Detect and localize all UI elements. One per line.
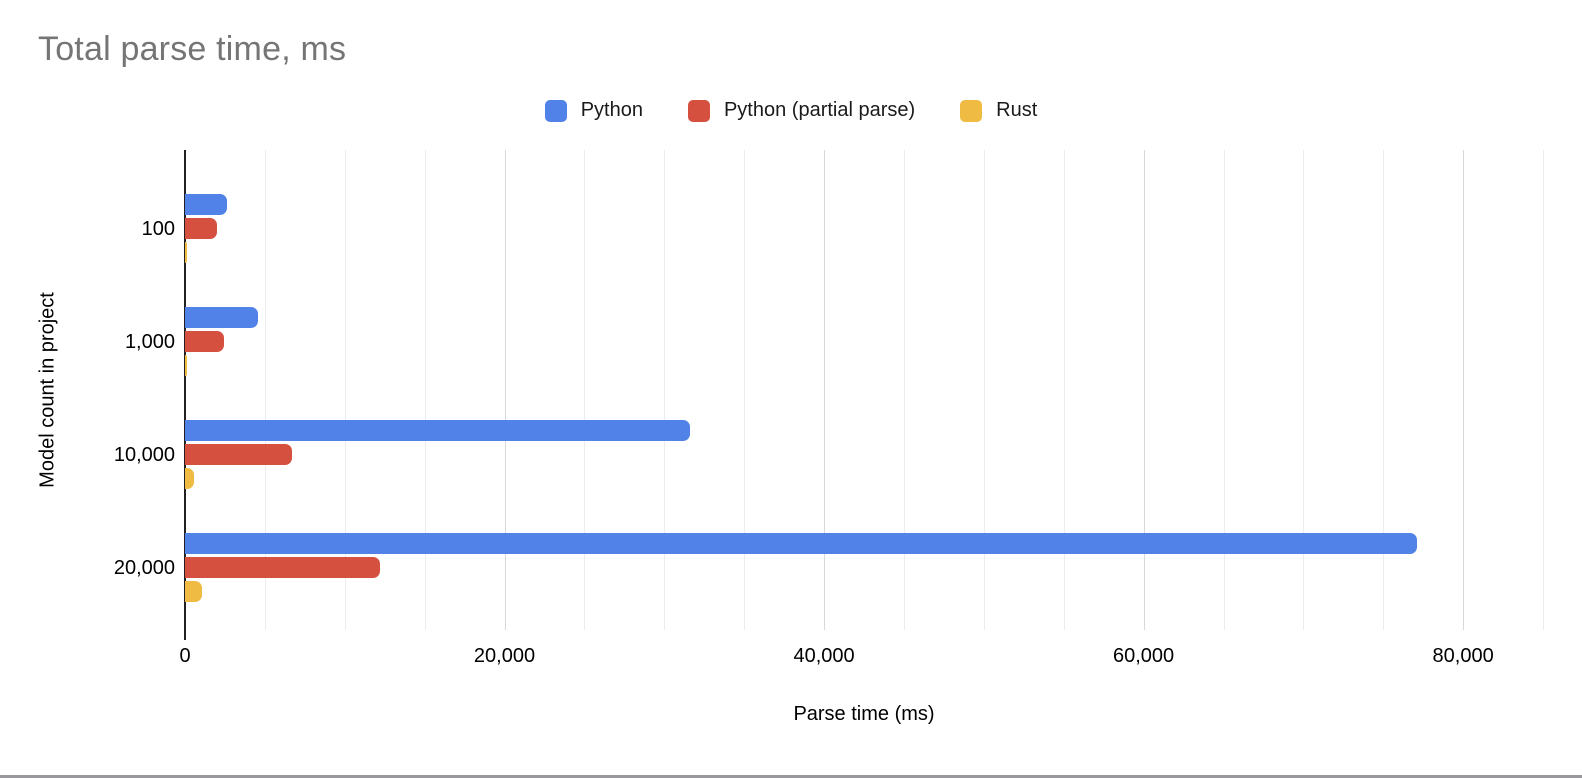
legend-item: Rust	[960, 99, 1037, 122]
minor-gridline	[424, 150, 426, 630]
legend-item: Python	[544, 99, 643, 122]
bar-rust	[185, 468, 195, 489]
bar-python-partial-parse	[185, 331, 225, 352]
minor-gridline	[664, 150, 666, 630]
minor-gridline	[744, 150, 746, 630]
minor-gridline	[1383, 150, 1385, 630]
x-axis-title: Parse time (ms)	[793, 703, 935, 725]
y-axis-baseline	[184, 150, 186, 640]
legend: Python Python (partial parse) Rust	[0, 99, 1582, 122]
bar-python	[185, 420, 690, 441]
x-axis-tick-label: 40,000	[793, 645, 855, 667]
window-bottom-border	[0, 775, 1582, 778]
minor-gridline	[903, 150, 905, 630]
x-axis-tick-label: 80,000	[1432, 645, 1494, 667]
bar-python	[185, 307, 258, 328]
bar-python	[185, 194, 227, 215]
legend-label: Rust	[996, 99, 1038, 121]
bar-python-partial-parse	[185, 218, 217, 239]
minor-gridline	[1543, 150, 1544, 630]
major-gridline	[1143, 150, 1145, 630]
minor-gridline	[584, 150, 586, 630]
major-gridline	[1463, 150, 1465, 630]
category-label: 100	[141, 217, 175, 240]
bar-python-partial-parse	[185, 557, 380, 578]
category-label: 1,000	[124, 330, 175, 353]
bar-rust	[185, 581, 203, 602]
x-axis-tick-label: 0	[179, 645, 191, 667]
plot-area: 100 1,000 10,000 20,000	[114, 150, 1544, 640]
legend-item: Python (partial parse)	[687, 99, 916, 122]
chart-title: Total parse time, ms	[38, 30, 347, 68]
minor-gridline	[983, 150, 985, 630]
category-label: 20,000	[113, 556, 175, 579]
category-label: 10,000	[113, 443, 175, 466]
bar-rust	[185, 355, 188, 376]
major-gridline	[824, 150, 826, 630]
legend-label: Python	[580, 99, 643, 121]
minor-gridline	[264, 150, 266, 630]
minor-gridline	[1223, 150, 1225, 630]
x-axis-tick-label: 60,000	[1112, 645, 1175, 667]
bar-rust	[185, 242, 187, 263]
minor-gridline	[1303, 150, 1305, 630]
minor-gridline	[344, 150, 346, 630]
legend-label: Python (partial parse)	[723, 99, 916, 121]
bar-python-partial-parse	[185, 444, 292, 465]
bar-python	[185, 533, 1417, 554]
legend-swatch-python-partial-parse	[687, 99, 710, 122]
minor-gridline	[1063, 150, 1065, 630]
x-axis-tick-label: 20,000	[473, 645, 536, 667]
legend-swatch-python	[544, 99, 567, 122]
legend-swatch-rust	[960, 99, 983, 122]
major-gridline	[504, 150, 506, 630]
